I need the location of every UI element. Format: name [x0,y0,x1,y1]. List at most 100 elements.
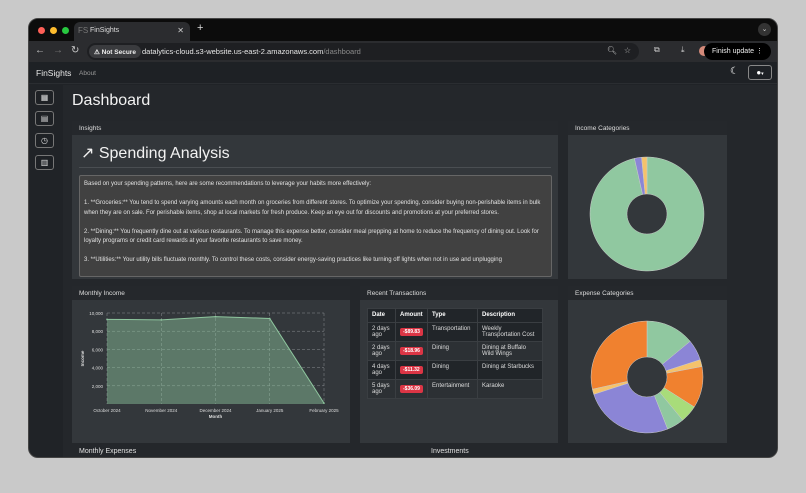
x-axis-label: Month [209,414,223,419]
reload-icon[interactable]: ↻ [71,45,80,56]
nav-about[interactable]: About [79,70,96,77]
chat-icon: ▤ [40,114,49,123]
sidebar-item-dashboard[interactable]: ▦ [35,90,54,105]
dark-mode-toggle-icon[interactable]: ☾ [730,66,739,77]
card-header: Income Categories [568,121,727,135]
card-header: Expense Categories [568,286,727,300]
brand[interactable]: FinSights [36,68,72,78]
x-tick-label: December 2024 [199,408,232,413]
cell-text: Dining [432,345,450,351]
y-tick-label: 10,000 [89,311,103,316]
transactions-table: Date Amount Type Description 2 days ago -… [367,308,543,399]
security-badge[interactable]: ⚠ Not Secure [89,45,141,58]
url-field[interactable]: ⚠ Not Secure datalytics-cloud.s3-website… [87,43,639,60]
cell-text: 2 days ago [372,326,390,338]
recent-transactions-card: Recent Transactions Date Amount Type Des… [360,286,558,443]
y-axis-label: Income [80,350,85,366]
data-point [268,317,271,320]
cell-text: Karaoke [482,383,505,389]
sidebar-item-reports[interactable]: ▥ [35,155,54,170]
x-tick-label: February 2025 [309,408,339,413]
income-area [107,316,324,404]
cell-text: Weekly Transportation Cost [482,326,535,338]
trending-up-icon: ↗ [81,145,95,162]
url-text: datalytics-cloud.s3-website.us-east-2.am… [142,47,361,56]
monthly-expenses-header: Monthly Expenses [79,448,137,455]
user-menu-button[interactable]: ●▾ [748,65,772,80]
y-tick-label: 8,000 [92,329,104,334]
insights-title: ↗ Spending Analysis [81,143,230,163]
tab-bar: FS FinSights ✕ + ⌄ [29,19,777,41]
finish-update-button[interactable]: Finish update ⋮ [704,43,771,60]
column-header: Description [477,308,543,323]
card-header: Monthly Income [72,286,350,300]
amount-cell: -$11.32 [395,360,428,380]
table-row[interactable]: 2 days ago -$89.83 Transportation Weekly Tr… [367,322,543,342]
amount-badge: -$18.96 [400,347,423,355]
description-cell: Dining at Buffalo Wild Wings [477,341,543,361]
download-icon[interactable]: ⤓ [681,45,685,54]
date-cell: 4 days ago [367,360,396,380]
bar-chart-icon: ▥ [40,158,49,167]
minimize-window-button[interactable] [50,27,57,34]
table-row[interactable]: 4 days ago -$11.32 Dining Dining at Starbuc… [367,360,543,380]
zoom-icon[interactable]: 🔍︎ [606,46,617,55]
sidebar-item-history[interactable]: ◷ [35,133,54,148]
card-header: Recent Transactions [360,286,558,300]
x-tick-label: January 2025 [256,408,284,413]
new-tab-button[interactable]: + [197,22,204,34]
close-tab-icon[interactable]: ✕ [177,26,184,35]
dashboard-icon: ▦ [40,93,49,102]
sidebar-item-chat[interactable]: ▤ [35,111,54,126]
expense-categories-chart [590,320,704,434]
column-header: Type [427,308,478,323]
cell-text: 2 days ago [372,345,390,357]
date-cell: 5 days ago [367,379,396,399]
description-cell: Dining at Starbucks [477,360,543,380]
table-row[interactable]: 5 days ago -$36.09 Entertainment Karaoke [367,379,543,399]
table-row[interactable]: 2 days ago -$18.96 Dining Dining at Buffalo… [367,341,543,361]
cell-text: Dining at Starbucks [482,364,535,370]
data-point [323,402,325,404]
forward-icon[interactable]: → [53,45,63,56]
type-cell: Dining [427,360,478,380]
cell-text: 4 days ago [372,364,390,376]
expense-categories-card: Expense Categories [568,286,727,443]
tab-finsights[interactable]: FS FinSights ✕ [74,22,190,41]
pie-slice [593,382,668,434]
pie-slice [641,156,648,195]
profile-avatar[interactable] [699,46,709,56]
cell-text: Dining at Buffalo Wild Wings [482,345,526,357]
caret-down-icon: ▾ [761,71,764,77]
tab-title: FinSights [90,27,120,34]
description-cell: Weekly Transportation Cost [477,322,543,342]
y-tick-label: 6,000 [92,347,104,352]
description-cell: Karaoke [477,379,543,399]
type-cell: Entertainment [427,379,478,399]
y-tick-label: 2,000 [92,384,104,389]
amount-badge: -$89.83 [400,328,423,336]
amount-cell: -$89.83 [395,322,428,342]
income-categories-chart [589,156,705,272]
address-bar-row: ← → ↻ ⚠ Not Secure datalytics-cloud.s3-w… [29,41,777,62]
insights-card: Insights ↗ Spending Analysis Based on yo… [72,121,558,279]
bookmark-star-icon[interactable]: ☆ [623,46,631,55]
amount-badge: -$36.09 [400,385,423,393]
monthly-income-card: Monthly Income 2,000 4,000 6,000 8,000 10,00… [72,286,350,443]
user-icon: ● [756,68,762,77]
x-tick-label: October 2024 [93,408,121,413]
extensions-icon[interactable]: ⧉ [654,45,660,54]
x-tick-label: November 2024 [145,408,178,413]
column-header: Amount [395,308,428,323]
cell-text: Dining [432,364,450,370]
maximize-window-button[interactable] [62,27,69,34]
back-icon[interactable]: ← [35,45,45,56]
income-categories-card: Income Categories [568,121,727,279]
tab-search-button[interactable]: ⌄ [758,23,771,36]
close-window-button[interactable] [38,27,45,34]
data-point [214,315,217,318]
insights-text[interactable]: Based on your spending patterns, here ar… [79,175,552,277]
monthly-income-chart: 2,000 4,000 6,000 8,000 10,000 October 2024 No… [80,311,339,419]
cell-text: Entertainment [432,383,470,389]
card-header: Insights [72,121,558,135]
